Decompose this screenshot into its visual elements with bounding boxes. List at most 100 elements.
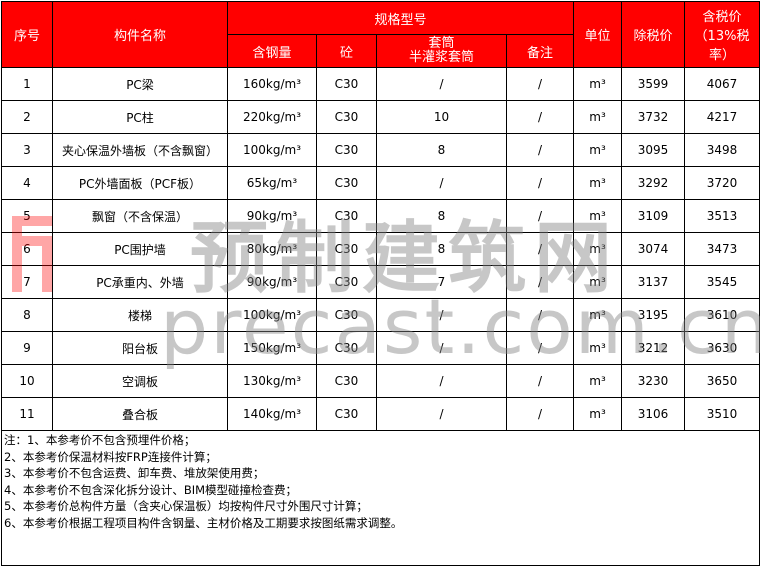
cell-inc: 3498 — [684, 133, 760, 167]
table-row: 10 空调板 130kg/m³ C30// m³ 3230 3650 — [1, 364, 760, 398]
cell-name: PC承重内、外墙 — [52, 265, 228, 299]
cell-sleeve: 10 — [376, 100, 507, 134]
table-row: 3 夹心保温外墙板（不含飘窗） 100kg/m³ C30 8/m³ 3095 3498 — [1, 133, 760, 167]
cell-sleeve: / — [376, 67, 507, 101]
cell-steel: 80kg/m³ — [227, 232, 317, 266]
note-line: 注：1、本参考价不包含预埋件价格； — [4, 433, 196, 447]
cell-concrete: C30 — [316, 298, 377, 332]
table-row: 6 PC围护墙 80kg/m³ C30 8/m³ 3074 3473 — [1, 232, 760, 266]
cell-unit: m³ — [573, 397, 622, 431]
cell-inc: 4217 — [684, 100, 760, 134]
cell-no: 11 — [1, 397, 53, 431]
header-steel: 含钢量 — [227, 34, 317, 68]
cell-unit: m³ — [573, 331, 622, 365]
cell-unit: m³ — [573, 199, 622, 233]
cell-steel: 150kg/m³ — [227, 331, 317, 365]
note-line: 3、本参考价不包含运费、卸车费、堆放架使用费； — [4, 466, 265, 480]
note-line: 5、本参考价总构件方量（含夹心保温板）均按构件尺寸外围尺寸计算； — [4, 499, 368, 513]
cell-sleeve: / — [376, 166, 507, 200]
cell-ex: 3109 — [621, 199, 685, 233]
cell-name: 飘窗（不含保温） — [52, 199, 228, 233]
cell-ex: 3292 — [621, 166, 685, 200]
cell-concrete: C30 — [316, 166, 377, 200]
note-line: 2、本参考价保温材料按FRP连接件计算； — [4, 449, 217, 464]
cell-steel: 220kg/m³ — [227, 100, 317, 134]
cell-unit: m³ — [573, 100, 622, 134]
cell-ex: 3230 — [621, 364, 685, 398]
cell-concrete: C30 — [316, 397, 377, 431]
cell-ex: 3106 — [621, 397, 685, 431]
cell-sleeve: / — [376, 397, 507, 431]
cell-concrete: C30 — [316, 265, 377, 299]
table-row: 5 飘窗（不含保温） 90kg/m³ C30 8/m³ 3109 3513 — [1, 199, 760, 233]
header-name: 构件名称 — [52, 1, 228, 68]
cell-inc: 3513 — [684, 199, 760, 233]
cell-no: 5 — [1, 199, 53, 233]
cell-no: 7 — [1, 265, 53, 299]
cell-inc: 3630 — [684, 331, 760, 365]
cell-no: 8 — [1, 298, 53, 332]
header-unit: 单位 — [573, 1, 622, 68]
cell-remark: / — [506, 331, 574, 365]
header-price-ex-tax: 除税价 — [621, 1, 685, 68]
cell-concrete: C30 — [316, 67, 377, 101]
cell-concrete: C30 — [316, 100, 377, 134]
cell-inc: 4067 — [684, 67, 760, 101]
cell-unit: m³ — [573, 364, 622, 398]
cell-ex: 3212 — [621, 331, 685, 365]
cell-no: 1 — [1, 67, 53, 101]
cell-sleeve: / — [376, 298, 507, 332]
header-sleeve-line2: 半灌浆套筒 — [408, 50, 474, 65]
cell-concrete: C30 — [316, 364, 377, 398]
cell-name: 阳台板 — [52, 331, 228, 365]
cell-ex: 3195 — [621, 298, 685, 332]
cell-steel: 65kg/m³ — [227, 166, 317, 200]
cell-name: PC梁 — [52, 67, 228, 101]
cell-sleeve: 8 — [376, 133, 507, 167]
header-sleeve: 套筒 半灌浆套筒 — [376, 34, 507, 68]
cell-remark: / — [506, 67, 574, 101]
cell-unit: m³ — [573, 166, 622, 200]
note-line: 4、本参考价不包含深化拆分设计、BIM模型碰撞检查费； — [4, 482, 298, 497]
cell-inc: 3510 — [684, 397, 760, 431]
table-row: 7 PC承重内、外墙 90kg/m³ C30 7/m³ 3137 3545 — [1, 265, 760, 299]
table-row: 4 PC外墙面板（PCF板） 65kg/m³ C30// m³ 3292 3720 — [1, 166, 760, 200]
cell-unit: m³ — [573, 133, 622, 167]
cell-sleeve: / — [376, 364, 507, 398]
table-row: 8 楼梯 100kg/m³ C30// m³ 3195 3610 — [1, 298, 760, 332]
cell-remark: / — [506, 199, 574, 233]
cell-concrete: C30 — [316, 331, 377, 365]
cell-no: 6 — [1, 232, 53, 266]
cell-steel: 130kg/m³ — [227, 364, 317, 398]
cell-remark: / — [506, 364, 574, 398]
cell-steel: 100kg/m³ — [227, 298, 317, 332]
table-row: 2 PC柱 220kg/m³ C30 10/m³ 3732 4217 — [1, 100, 760, 134]
cell-ex: 3095 — [621, 133, 685, 167]
cell-no: 9 — [1, 331, 53, 365]
table-row: 9 阳台板 150kg/m³ C30// m³ 3212 3630 — [1, 331, 760, 365]
header-remark: 备注 — [506, 34, 574, 68]
cell-name: 空调板 — [52, 364, 228, 398]
cell-inc: 3610 — [684, 298, 760, 332]
cell-unit: m³ — [573, 298, 622, 332]
cell-remark: / — [506, 100, 574, 134]
table-row: 11 叠合板 140kg/m³ C30// m³ 3106 3510 — [1, 397, 760, 431]
cell-inc: 3720 — [684, 166, 760, 200]
cell-name: PC围护墙 — [52, 232, 228, 266]
cell-no: 2 — [1, 100, 53, 134]
cell-steel: 140kg/m³ — [227, 397, 317, 431]
cell-name: PC柱 — [52, 100, 228, 134]
cell-sleeve: 7 — [376, 265, 507, 299]
cell-remark: / — [506, 265, 574, 299]
cell-sleeve: 8 — [376, 232, 507, 266]
cell-unit: m³ — [573, 265, 622, 299]
cell-name: 叠合板 — [52, 397, 228, 431]
cell-concrete: C30 — [316, 199, 377, 233]
cell-inc: 3473 — [684, 232, 760, 266]
cell-no: 4 — [1, 166, 53, 200]
cell-remark: / — [506, 232, 574, 266]
cell-steel: 90kg/m³ — [227, 265, 317, 299]
cell-no: 3 — [1, 133, 53, 167]
cell-ex: 3599 — [621, 67, 685, 101]
